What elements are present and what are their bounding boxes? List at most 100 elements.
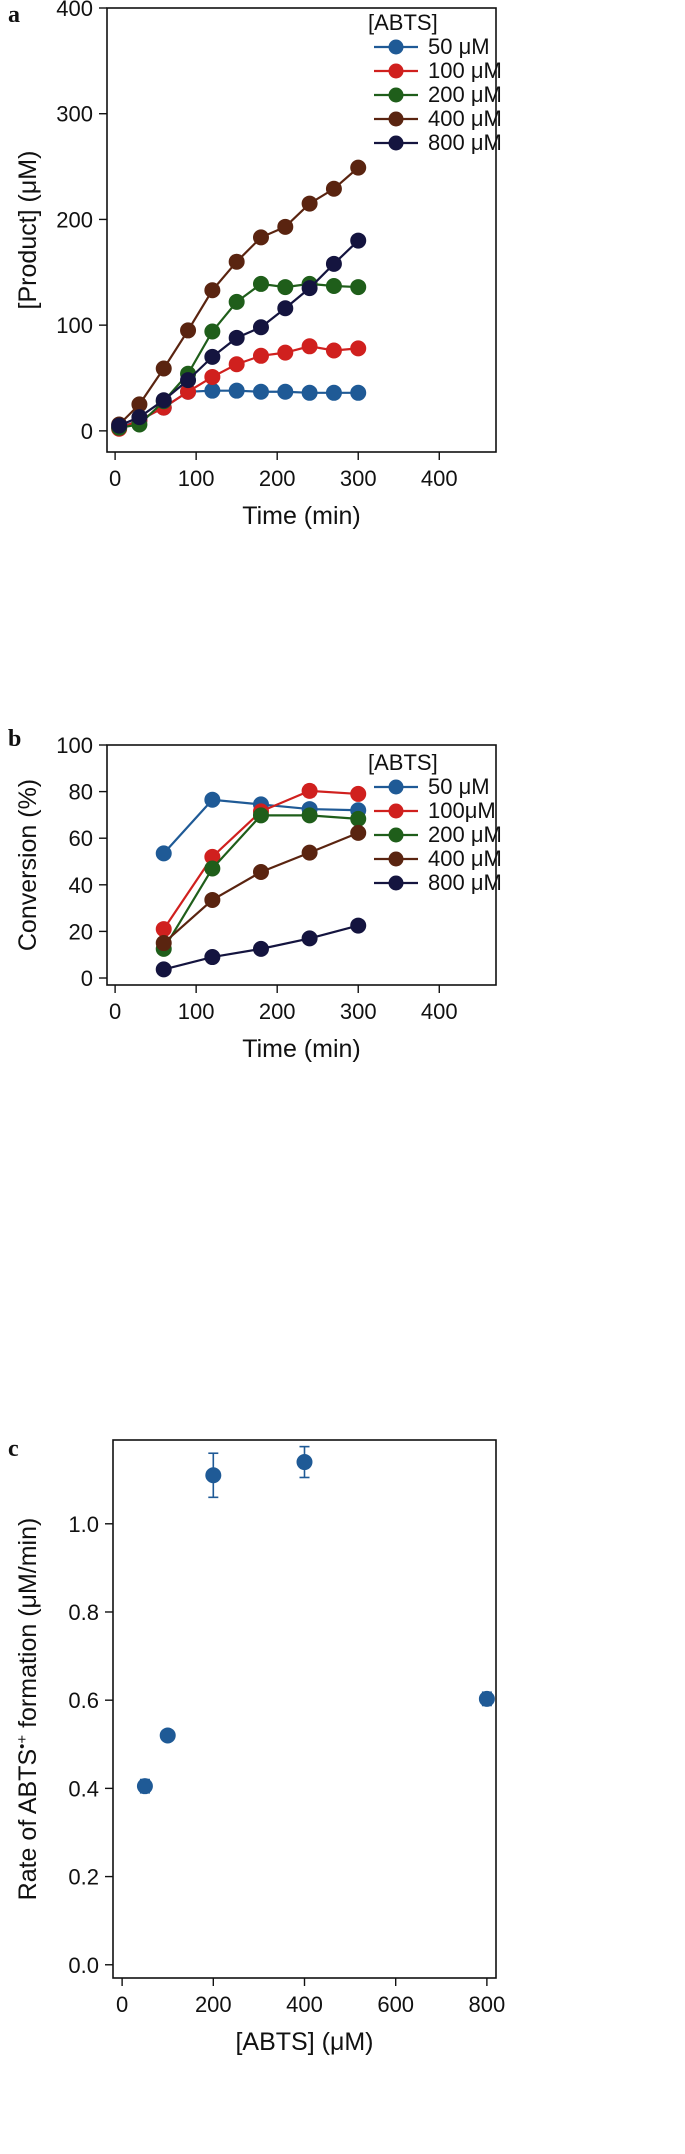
data-point	[252, 347, 269, 364]
panel-letter: c	[8, 1436, 19, 1462]
panel-a: a 0 100 200 300 400 0 100 200 300 400 Time (min) [Pr…	[0, 0, 685, 718]
data-point	[204, 282, 221, 299]
data-point	[228, 356, 245, 373]
plot-group-b: b 0 100 200 300 400 0 20 40 60 80 100 Time (min) Conv…	[8, 726, 502, 1063]
y-tick-label: 20	[69, 919, 93, 944]
y-tick-label: 200	[56, 207, 93, 232]
data-point	[296, 1454, 313, 1471]
data-point	[155, 921, 172, 938]
y-tick-label: 60	[69, 826, 93, 851]
data-point	[277, 383, 294, 400]
data-point	[228, 293, 245, 310]
panel-letter: a	[8, 2, 20, 28]
data-point	[350, 232, 367, 249]
legend-entry-label: 800 μM	[428, 130, 502, 155]
legend-entry-label: 200 μM	[428, 82, 502, 107]
data-point	[277, 218, 294, 235]
conversion-chart: b 0 100 200 300 400 0 20 40 60 80 100 Time (min) Conv…	[8, 726, 502, 1063]
data-point	[204, 382, 221, 399]
y-tick-label: 0.4	[68, 1776, 99, 1801]
x-tick-label: 200	[195, 1992, 232, 2017]
series-4	[111, 232, 367, 434]
legend-entry-label: 100μM	[428, 798, 496, 823]
data-point	[252, 940, 269, 957]
x-axis-title: Time (min)	[242, 1035, 361, 1063]
data-point	[228, 382, 245, 399]
plot-frame	[106, 7, 497, 453]
x-tick-label: 600	[377, 1992, 414, 2017]
y-tick-label: 40	[69, 873, 93, 898]
data-point	[350, 917, 367, 934]
x-tick-label: 800	[469, 1992, 506, 2017]
x-axis-title: [ABTS] (μM)	[235, 2028, 373, 2056]
series-0	[155, 791, 367, 862]
data-point	[204, 860, 221, 877]
data-point	[350, 384, 367, 401]
series-line	[162, 814, 359, 950]
x-axis-title: Time (min)	[242, 502, 361, 530]
data-point	[252, 319, 269, 336]
data-point	[204, 348, 221, 365]
panel-c: c 0 200 400 600 800 0.0 0.2 0.4 0.6 0.8 1.0 [ABTS] (…	[0, 1430, 685, 2154]
data-point	[301, 782, 318, 799]
data-point	[228, 253, 245, 270]
legend-title: [ABTS]	[368, 10, 438, 35]
series-1	[155, 782, 367, 938]
data-point	[277, 344, 294, 361]
data-point	[204, 323, 221, 340]
data-point	[155, 935, 172, 952]
legend-swatch-marker	[388, 851, 404, 867]
y-axis-title: Rate of ABTS•+ formation (μM/min)	[14, 1518, 42, 1901]
data-point	[478, 1690, 495, 1707]
data-point	[228, 329, 245, 346]
x-tick-label: 0	[109, 999, 121, 1024]
series-2	[111, 275, 367, 436]
data-point	[350, 810, 367, 827]
data-point	[205, 1467, 222, 1484]
x-tick-label: 300	[340, 999, 377, 1024]
y-axis-title: [Product] (μM)	[14, 151, 42, 310]
legend-entry-label: 400 μM	[428, 846, 502, 871]
data-point	[204, 791, 221, 808]
legend-entry-label: 50 μM	[428, 774, 490, 799]
plot-group-a: a 0 100 200 300 400 0 100 200 300 400 Time (min) [Pr…	[8, 0, 502, 530]
series-3	[155, 824, 367, 952]
y-tick-label: 100	[56, 313, 93, 338]
legend-swatch-marker	[388, 63, 404, 79]
x-tick-label: 100	[178, 466, 215, 491]
data-point	[155, 845, 172, 862]
data-point	[252, 807, 269, 824]
product-chart: a 0 100 200 300 400 0 100 200 300 400 Time (min) [Pr…	[8, 0, 502, 530]
y-tick-label: 1.0	[68, 1512, 99, 1537]
data-point	[325, 342, 342, 359]
legend-swatch-marker	[388, 803, 404, 819]
data-point	[301, 844, 318, 861]
data-point	[301, 807, 318, 824]
legend-swatch-marker	[388, 875, 404, 891]
legend-swatch-marker	[388, 87, 404, 103]
y-tick-label: 0.8	[68, 1600, 99, 1625]
data-point	[277, 279, 294, 296]
data-point	[277, 300, 294, 317]
legend-swatch-marker	[388, 111, 404, 127]
legend-title: [ABTS]	[368, 750, 438, 775]
data-point	[204, 891, 221, 908]
x-tick-label: 300	[340, 466, 377, 491]
data-point	[301, 280, 318, 297]
legend-entry-label: 400 μM	[428, 106, 502, 131]
plot-group-c: c 0 200 400 600 800 0.0 0.2 0.4 0.6 0.8 1.0 [ABTS] (…	[8, 1436, 505, 2056]
data-point	[252, 863, 269, 880]
data-point	[180, 372, 197, 389]
plot-frame	[106, 744, 497, 986]
x-tick-label: 400	[421, 999, 458, 1024]
data-point	[325, 384, 342, 401]
data-point	[301, 384, 318, 401]
data-point	[301, 195, 318, 212]
y-axis-title-main: Rate of ABTS	[14, 1749, 42, 1900]
data-point	[252, 275, 269, 292]
data-point	[325, 255, 342, 272]
y-tick-label: 80	[69, 780, 93, 805]
data-point	[325, 278, 342, 295]
